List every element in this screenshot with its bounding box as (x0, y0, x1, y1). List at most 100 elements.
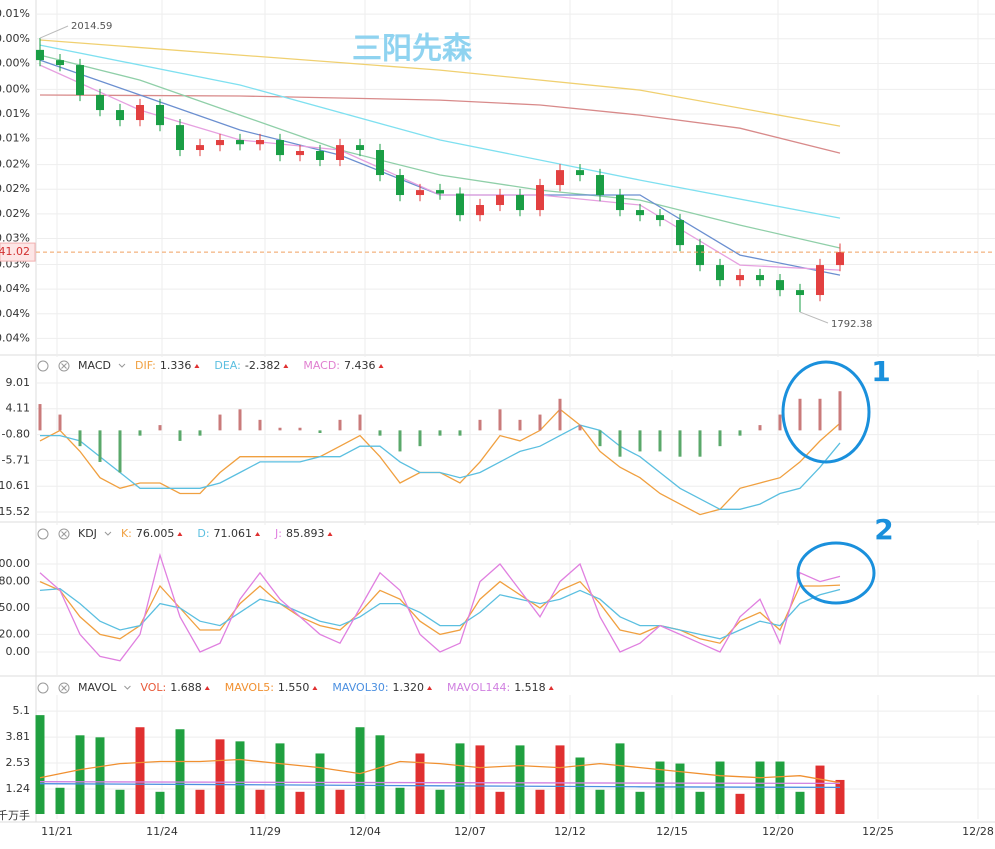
candle-body (116, 110, 124, 121)
y-tick-label: 0.00% (0, 56, 30, 69)
bar (178, 430, 182, 441)
line (40, 424, 841, 510)
line (39, 44, 841, 219)
panel-title: KDJ (78, 527, 97, 540)
legend-arrow (283, 364, 289, 368)
last-price-box (0, 242, 36, 262)
close-icon-x (61, 363, 67, 369)
y-tick-label: -0.80 (2, 428, 30, 441)
bar (378, 430, 382, 436)
candle-body (436, 190, 444, 194)
legend-value: 85.893 (286, 527, 325, 540)
line (39, 781, 841, 785)
y-tick-label: 0.01% (0, 132, 30, 145)
y-tick-label: 0.00% (0, 82, 30, 95)
bar (58, 414, 62, 431)
bar (295, 791, 305, 814)
bar (735, 793, 745, 814)
bar (455, 743, 465, 814)
bar (335, 789, 345, 814)
candle-body (736, 275, 744, 281)
x-tick-label: 12/15 (656, 825, 688, 838)
y-tick-label: 9.01 (6, 376, 31, 389)
x-tick-label: 12/07 (454, 825, 486, 838)
candle-body (496, 195, 504, 206)
line (39, 552, 841, 662)
candle-body (756, 275, 764, 281)
y-tick-label: 0.03% (0, 232, 30, 245)
legend-value: 1.336 (160, 359, 192, 372)
line (39, 783, 841, 789)
legend-arrow (378, 364, 384, 368)
bar (95, 737, 105, 814)
candle-body (596, 175, 604, 196)
panel-title: MACD (78, 359, 111, 372)
candle-body (836, 252, 844, 266)
bar (135, 727, 145, 814)
candle-body (576, 170, 584, 176)
candle-body (356, 145, 364, 151)
chevron (104, 531, 112, 536)
close-icon-x (61, 531, 67, 537)
bar (798, 398, 802, 431)
x-tick-label: 12/12 (554, 825, 586, 838)
bar (75, 735, 85, 814)
bar (695, 791, 705, 814)
x-tick-label: 12/28 (962, 825, 994, 838)
candle-body (336, 145, 344, 161)
legend-name: DIF: (135, 359, 156, 372)
bar (138, 430, 142, 436)
bar (238, 409, 242, 431)
bar (115, 789, 125, 814)
close-icon (58, 528, 70, 540)
legend-arrow (427, 686, 433, 690)
legend-name: MAVOL144: (447, 681, 510, 694)
settings-icon (37, 528, 49, 540)
annotation: 1 (871, 355, 890, 388)
x-tick-label: 11/24 (146, 825, 178, 838)
y-tick-label: 0.01% (0, 7, 30, 20)
y-tick-label: 0.00% (0, 32, 30, 45)
candle-body (196, 145, 204, 151)
candle-body (396, 175, 404, 196)
bar (818, 398, 822, 431)
bar (518, 419, 522, 431)
bar (198, 430, 202, 436)
x-tick-label: 12/20 (762, 825, 794, 838)
bar (55, 787, 65, 814)
candle-body (636, 210, 644, 216)
candle-body (36, 49, 44, 61)
y-tick-label: 0.00 (6, 645, 31, 658)
bar (535, 789, 545, 814)
x-tick-label: 11/21 (41, 825, 73, 838)
candle-body (296, 151, 304, 156)
bar (678, 430, 682, 457)
bar (235, 741, 245, 814)
y-tick-label: 0.04% (0, 282, 30, 295)
bar (715, 761, 725, 814)
y-tick-label: 0.04% (0, 331, 30, 344)
close-icon (58, 682, 70, 694)
bar (218, 414, 222, 431)
bar (275, 743, 285, 814)
bar (495, 791, 505, 814)
y-tick-label: 0.02% (0, 182, 30, 195)
legend-value: -2.382 (245, 359, 280, 372)
pointer (799, 311, 829, 324)
settings-icon (37, 360, 49, 372)
legend-value: 1.320 (393, 681, 425, 694)
candle-body (236, 140, 244, 145)
legend-value: 71.061 (214, 527, 253, 540)
pointer (39, 25, 69, 39)
bar (458, 430, 462, 436)
legend-value: 1.550 (278, 681, 310, 694)
candle-body (256, 140, 264, 145)
bar (795, 791, 805, 814)
legend-arrow (548, 686, 554, 690)
legend-arrow (204, 686, 210, 690)
candle-body (716, 265, 724, 281)
bar (318, 430, 322, 433)
y-tick-label: 5.1 (13, 704, 31, 717)
y-tick-label: 3.81 (6, 730, 31, 743)
